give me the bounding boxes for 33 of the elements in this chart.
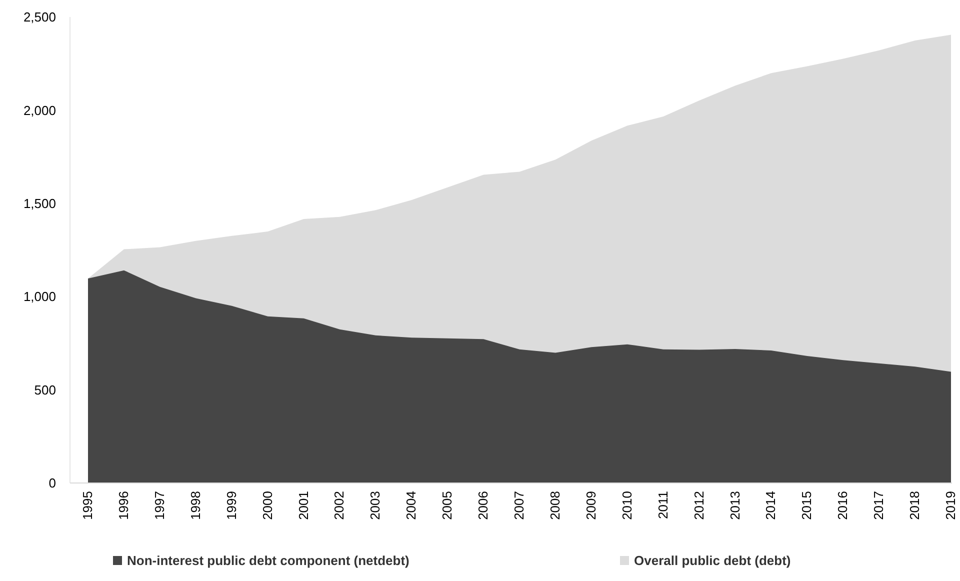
x-tick-label: 1996 (116, 491, 131, 520)
x-tick-label: 1995 (80, 491, 95, 520)
x-tick-label: 2014 (763, 491, 778, 520)
x-tick-label: 2006 (476, 491, 491, 520)
x-tick-label: 2000 (260, 491, 275, 520)
x-tick-label: 2017 (871, 491, 886, 520)
x-tick-label: 2012 (691, 491, 706, 520)
x-tick-label: 2001 (296, 491, 311, 520)
x-tick-label: 2013 (727, 491, 742, 520)
x-tick-label: 2004 (404, 491, 419, 520)
x-tick-label: 2019 (943, 491, 958, 520)
y-tick-label: 0 (48, 476, 56, 491)
x-tick-label: 2003 (368, 491, 383, 520)
legend-label: Overall public debt (debt) (634, 553, 791, 568)
x-tick-label: 2018 (907, 491, 922, 520)
x-tick-label: 2011 (655, 491, 670, 519)
y-tick-label: 500 (34, 382, 56, 398)
legend-label: Non-interest public debt component (netdebt) (127, 553, 410, 568)
x-tick-label: 2016 (835, 491, 850, 520)
x-tick-label: 2002 (332, 491, 347, 520)
x-tick-label: 2005 (440, 491, 455, 520)
x-tick-label: 1999 (224, 491, 239, 520)
x-tick-label: 2008 (547, 491, 562, 520)
x-tick-label: 1997 (152, 491, 167, 520)
x-tick-label: 2009 (583, 491, 598, 520)
x-tick-label: 1998 (188, 491, 203, 520)
x-tick-label: 2010 (619, 491, 634, 520)
y-tick-label: 2,000 (23, 102, 56, 118)
y-tick-label: 1,000 (23, 289, 56, 304)
y-tick-label: 2,500 (23, 10, 56, 25)
x-tick-label: 2015 (799, 491, 814, 520)
y-tick-label: 1,500 (23, 196, 56, 211)
x-tick-label: 2007 (512, 491, 526, 520)
